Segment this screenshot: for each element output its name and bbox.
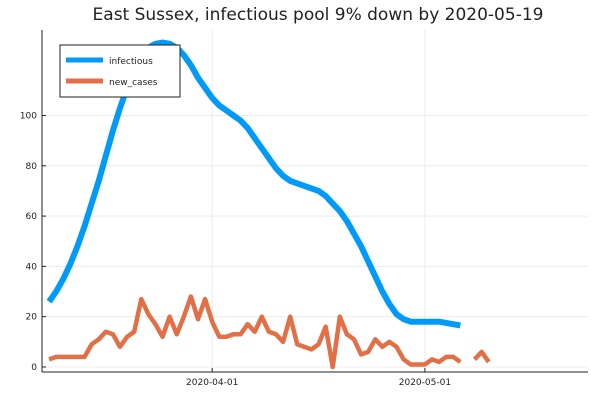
y-tick-label: 20 (26, 313, 38, 323)
series-line-infectious (46, 39, 461, 329)
ticks: 0 20 40 60 80 100 2020-04-01 2020-05-01 (20, 112, 451, 389)
series-line-new-cases (48, 294, 491, 370)
legend: infectious new_cases (59, 44, 181, 98)
legend-label-new-cases: new_cases (109, 78, 158, 88)
legend-box (59, 44, 181, 98)
y-tick-label: 100 (20, 112, 37, 122)
grid (42, 30, 588, 372)
series (46, 39, 491, 370)
y-tick-label: 40 (26, 262, 38, 272)
legend-label-infectious: infectious (109, 57, 153, 67)
y-tick-label: 80 (26, 162, 38, 172)
y-tick-label: 0 (31, 363, 37, 373)
y-tick-label: 60 (26, 212, 38, 222)
axes (41, 30, 588, 373)
chart-title: East Sussex, infectious pool 9% down by … (93, 5, 544, 25)
x-tick-label: 2020-05-01 (399, 378, 451, 388)
x-tick-label: 2020-04-01 (186, 378, 238, 388)
